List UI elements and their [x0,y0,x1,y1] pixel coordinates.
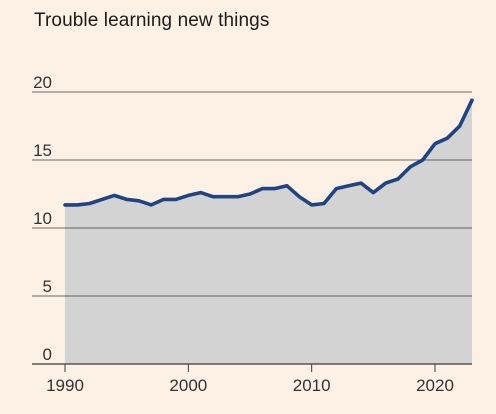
x-tick-label-2020: 2020 [416,376,454,395]
chart-title: Trouble learning new things [34,10,270,31]
y-tick-label-15: 15 [33,141,52,160]
x-tick-label-2000: 2000 [169,376,207,395]
x-axis-tick-labels: 1990 2000 2010 2020 [46,376,454,395]
y-axis-tick-labels: 0 5 10 15 20 [33,73,52,364]
y-tick-label-5: 5 [43,277,52,296]
gridlines [32,91,472,365]
x-tick-label-2010: 2010 [293,376,331,395]
y-tick-label-0: 0 [43,345,52,364]
series-area [65,100,472,364]
y-tick-label-20: 20 [33,73,52,92]
y-tick-label-10: 10 [33,209,52,228]
x-axis-ticks [64,364,436,372]
series-line [63,98,474,207]
x-tick-label-1990: 1990 [46,376,84,395]
